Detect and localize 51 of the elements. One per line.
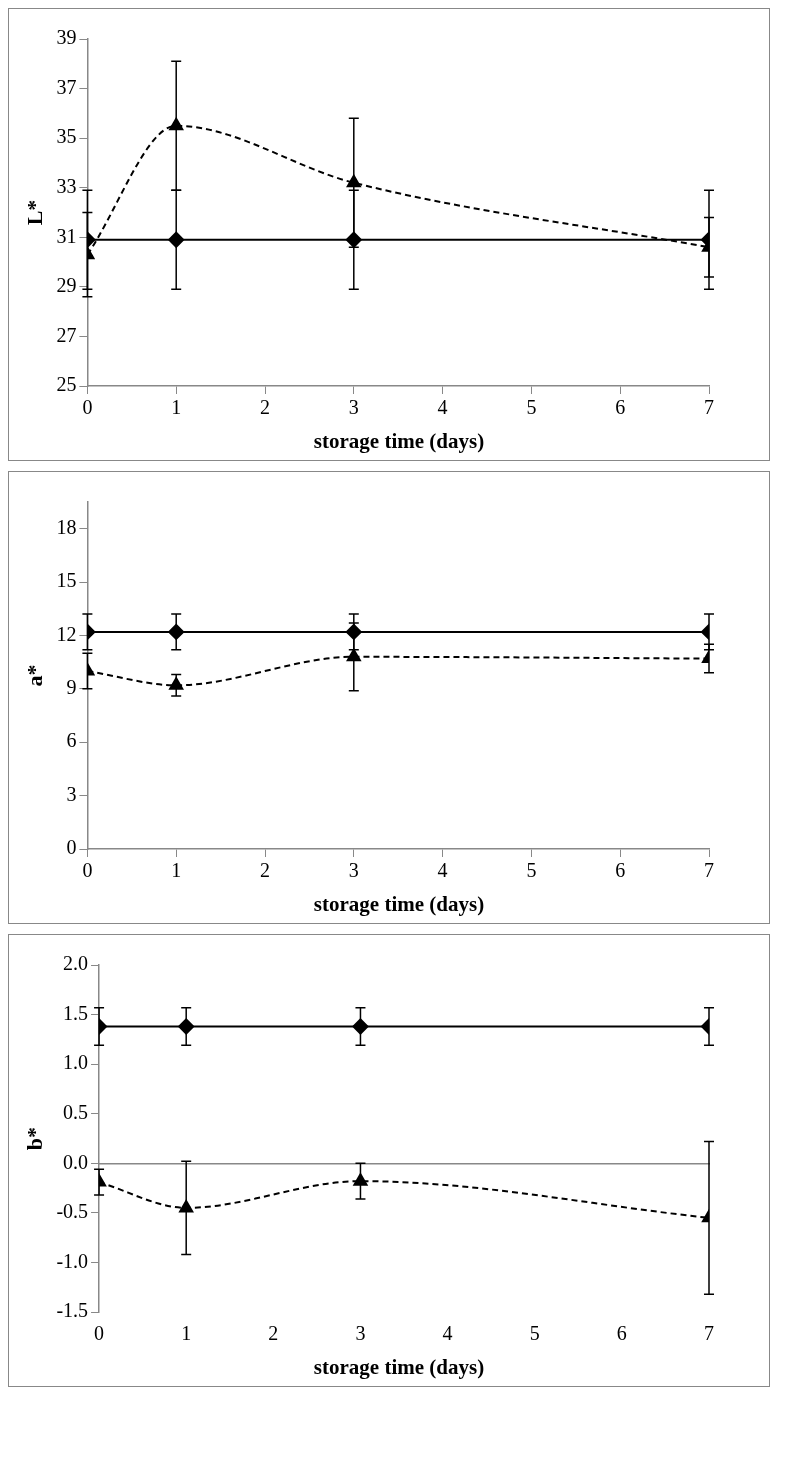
y-tick-label: 0.5 xyxy=(63,1100,89,1123)
y-tick-label: 31 xyxy=(56,224,77,247)
y-tick-label: 1.5 xyxy=(63,1001,89,1024)
x-axis-title: storage time (days) xyxy=(312,429,486,454)
x-tick-label: 7 xyxy=(704,396,714,419)
y-tick-label: -0.5 xyxy=(56,1200,89,1223)
x-tick-label: 1 xyxy=(171,859,182,882)
x-tick-label: 4 xyxy=(442,1322,453,1345)
x-tick-label: 6 xyxy=(615,396,626,419)
y-tick-label: 25 xyxy=(56,373,77,396)
y-tick-label: 18 xyxy=(56,515,77,538)
x-tick-label: 5 xyxy=(529,1322,540,1345)
y-tick-label: 3 xyxy=(66,782,77,805)
y-axis-title: b* xyxy=(21,1126,47,1151)
y-tick-label: 27 xyxy=(56,323,77,346)
x-tick-label: 6 xyxy=(616,1322,627,1345)
y-tick-label: -1.0 xyxy=(56,1249,89,1272)
x-tick-label: 2 xyxy=(260,396,270,419)
x-tick-label: 3 xyxy=(348,396,359,419)
y-tick-label: 0 xyxy=(66,836,77,859)
x-tick-label: 7 xyxy=(704,1322,714,1345)
y-axis-title: a* xyxy=(21,664,47,687)
y-tick-label: 6 xyxy=(66,729,77,752)
x-tick-label: 5 xyxy=(526,396,537,419)
x-tick-label: 0 xyxy=(94,1322,105,1345)
y-tick-label: 2.0 xyxy=(63,952,89,975)
x-tick-label: 3 xyxy=(348,859,359,882)
x-tick-label: 2 xyxy=(260,859,270,882)
y-tick-label: 9 xyxy=(66,676,77,699)
x-axis-title: storage time (days) xyxy=(312,1355,486,1380)
x-tick-label: 5 xyxy=(526,859,537,882)
x-tick-label: 3 xyxy=(355,1322,366,1345)
x-tick-label: 7 xyxy=(704,859,714,882)
y-tick-label: 37 xyxy=(56,75,77,98)
y-tick-label: 29 xyxy=(56,274,77,297)
x-tick-label: 6 xyxy=(615,859,626,882)
x-tick-label: 1 xyxy=(171,396,182,419)
x-axis-title: storage time (days) xyxy=(312,892,486,917)
x-tick-label: 2 xyxy=(268,1322,279,1345)
y-tick-label: 0.0 xyxy=(63,1150,89,1173)
x-tick-label: 1 xyxy=(181,1322,192,1345)
y-tick-label: 35 xyxy=(56,125,77,148)
y-tick-label: 39 xyxy=(56,26,77,49)
y-axis-title: L* xyxy=(21,199,47,226)
x-tick-label: 4 xyxy=(437,396,448,419)
y-tick-label: 15 xyxy=(56,569,77,592)
y-tick-label: 1.0 xyxy=(63,1051,89,1074)
y-tick-label: 12 xyxy=(56,622,77,645)
x-tick-label: 4 xyxy=(437,859,448,882)
y-tick-label: -1.5 xyxy=(56,1299,89,1322)
y-tick-label: 33 xyxy=(56,174,77,197)
